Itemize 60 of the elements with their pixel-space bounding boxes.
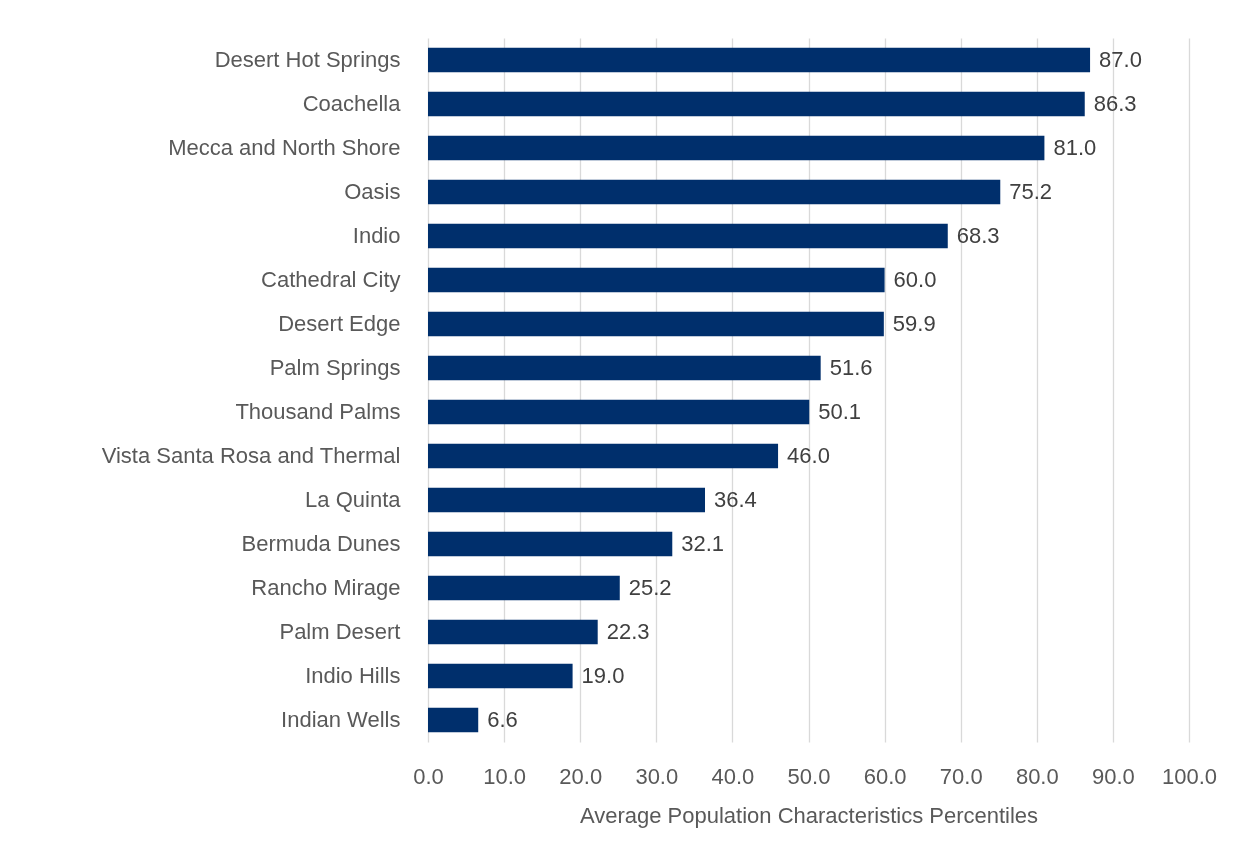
y-tick-label: Bermuda Dunes [241, 531, 401, 556]
y-tick-label: Mecca and North Shore [168, 135, 401, 160]
bar [428, 311, 884, 337]
y-tick-label: Palm Springs [269, 355, 401, 380]
bar [428, 355, 821, 381]
y-tick-label: Cathedral City [261, 267, 401, 292]
x-tick-label: 50.0 [787, 763, 831, 789]
y-tick-label: La Quinta [305, 487, 402, 512]
y-tick-label: Vista Santa Rosa and Thermal [101, 443, 401, 468]
x-tick-label: 90.0 [1091, 763, 1135, 789]
bar [428, 575, 620, 601]
x-axis-title: Average Population Characteristics Percentiles [579, 802, 1039, 828]
y-tick-label: Rancho Mirage [251, 575, 401, 600]
y-tick-label: Indio [352, 223, 401, 248]
x-tick-label: 10.0 [483, 763, 527, 789]
bar [428, 267, 885, 293]
x-tick-label: 100.0 [1161, 763, 1218, 789]
x-tick-label: 20.0 [559, 763, 603, 789]
data-label: 22.3 [606, 619, 650, 644]
data-label: 50.1 [818, 399, 862, 424]
bar [428, 443, 779, 469]
data-label: 60.0 [893, 267, 937, 292]
bar [428, 399, 810, 425]
bar [428, 179, 1001, 205]
y-tick-label: Palm Desert [279, 619, 401, 644]
y-tick-label: Indio Hills [305, 663, 401, 688]
bar [428, 663, 573, 689]
y-tick-label: Indian Wells [281, 707, 401, 732]
data-label: 68.3 [956, 223, 1000, 248]
data-label: 6.6 [487, 707, 518, 732]
data-label: 81.0 [1053, 135, 1097, 160]
x-tick-label: 30.0 [635, 763, 679, 789]
data-label: 46.0 [787, 443, 830, 468]
bar [428, 707, 479, 733]
data-label: 19.0 [581, 663, 625, 688]
y-tick-label: Desert Edge [278, 311, 401, 336]
bar [428, 47, 1091, 73]
data-label: 87.0 [1099, 47, 1142, 72]
bar [428, 619, 598, 645]
bar [428, 91, 1085, 117]
y-tick-label: Thousand Palms [235, 399, 401, 424]
data-label: 25.2 [628, 575, 672, 600]
data-label: 86.3 [1093, 91, 1137, 116]
data-label: 51.6 [829, 355, 873, 380]
y-tick-label: Coachella [302, 91, 402, 116]
data-label: 59.9 [892, 311, 936, 336]
bar [428, 531, 673, 557]
bar [428, 487, 705, 513]
y-tick-label: Desert Hot Springs [214, 47, 401, 72]
x-tick-label: 80.0 [1015, 763, 1059, 789]
x-tick-label: 60.0 [863, 763, 907, 789]
x-tick-label: 70.0 [939, 763, 983, 789]
bar [428, 135, 1045, 161]
x-tick-label: 40.0 [711, 763, 755, 789]
data-label: 36.4 [714, 487, 757, 512]
x-tick-label: 0.0 [413, 763, 444, 789]
data-label: 75.2 [1009, 179, 1053, 204]
y-tick-label: Oasis [344, 179, 401, 204]
bar [428, 223, 948, 249]
data-label: 32.1 [681, 531, 725, 556]
